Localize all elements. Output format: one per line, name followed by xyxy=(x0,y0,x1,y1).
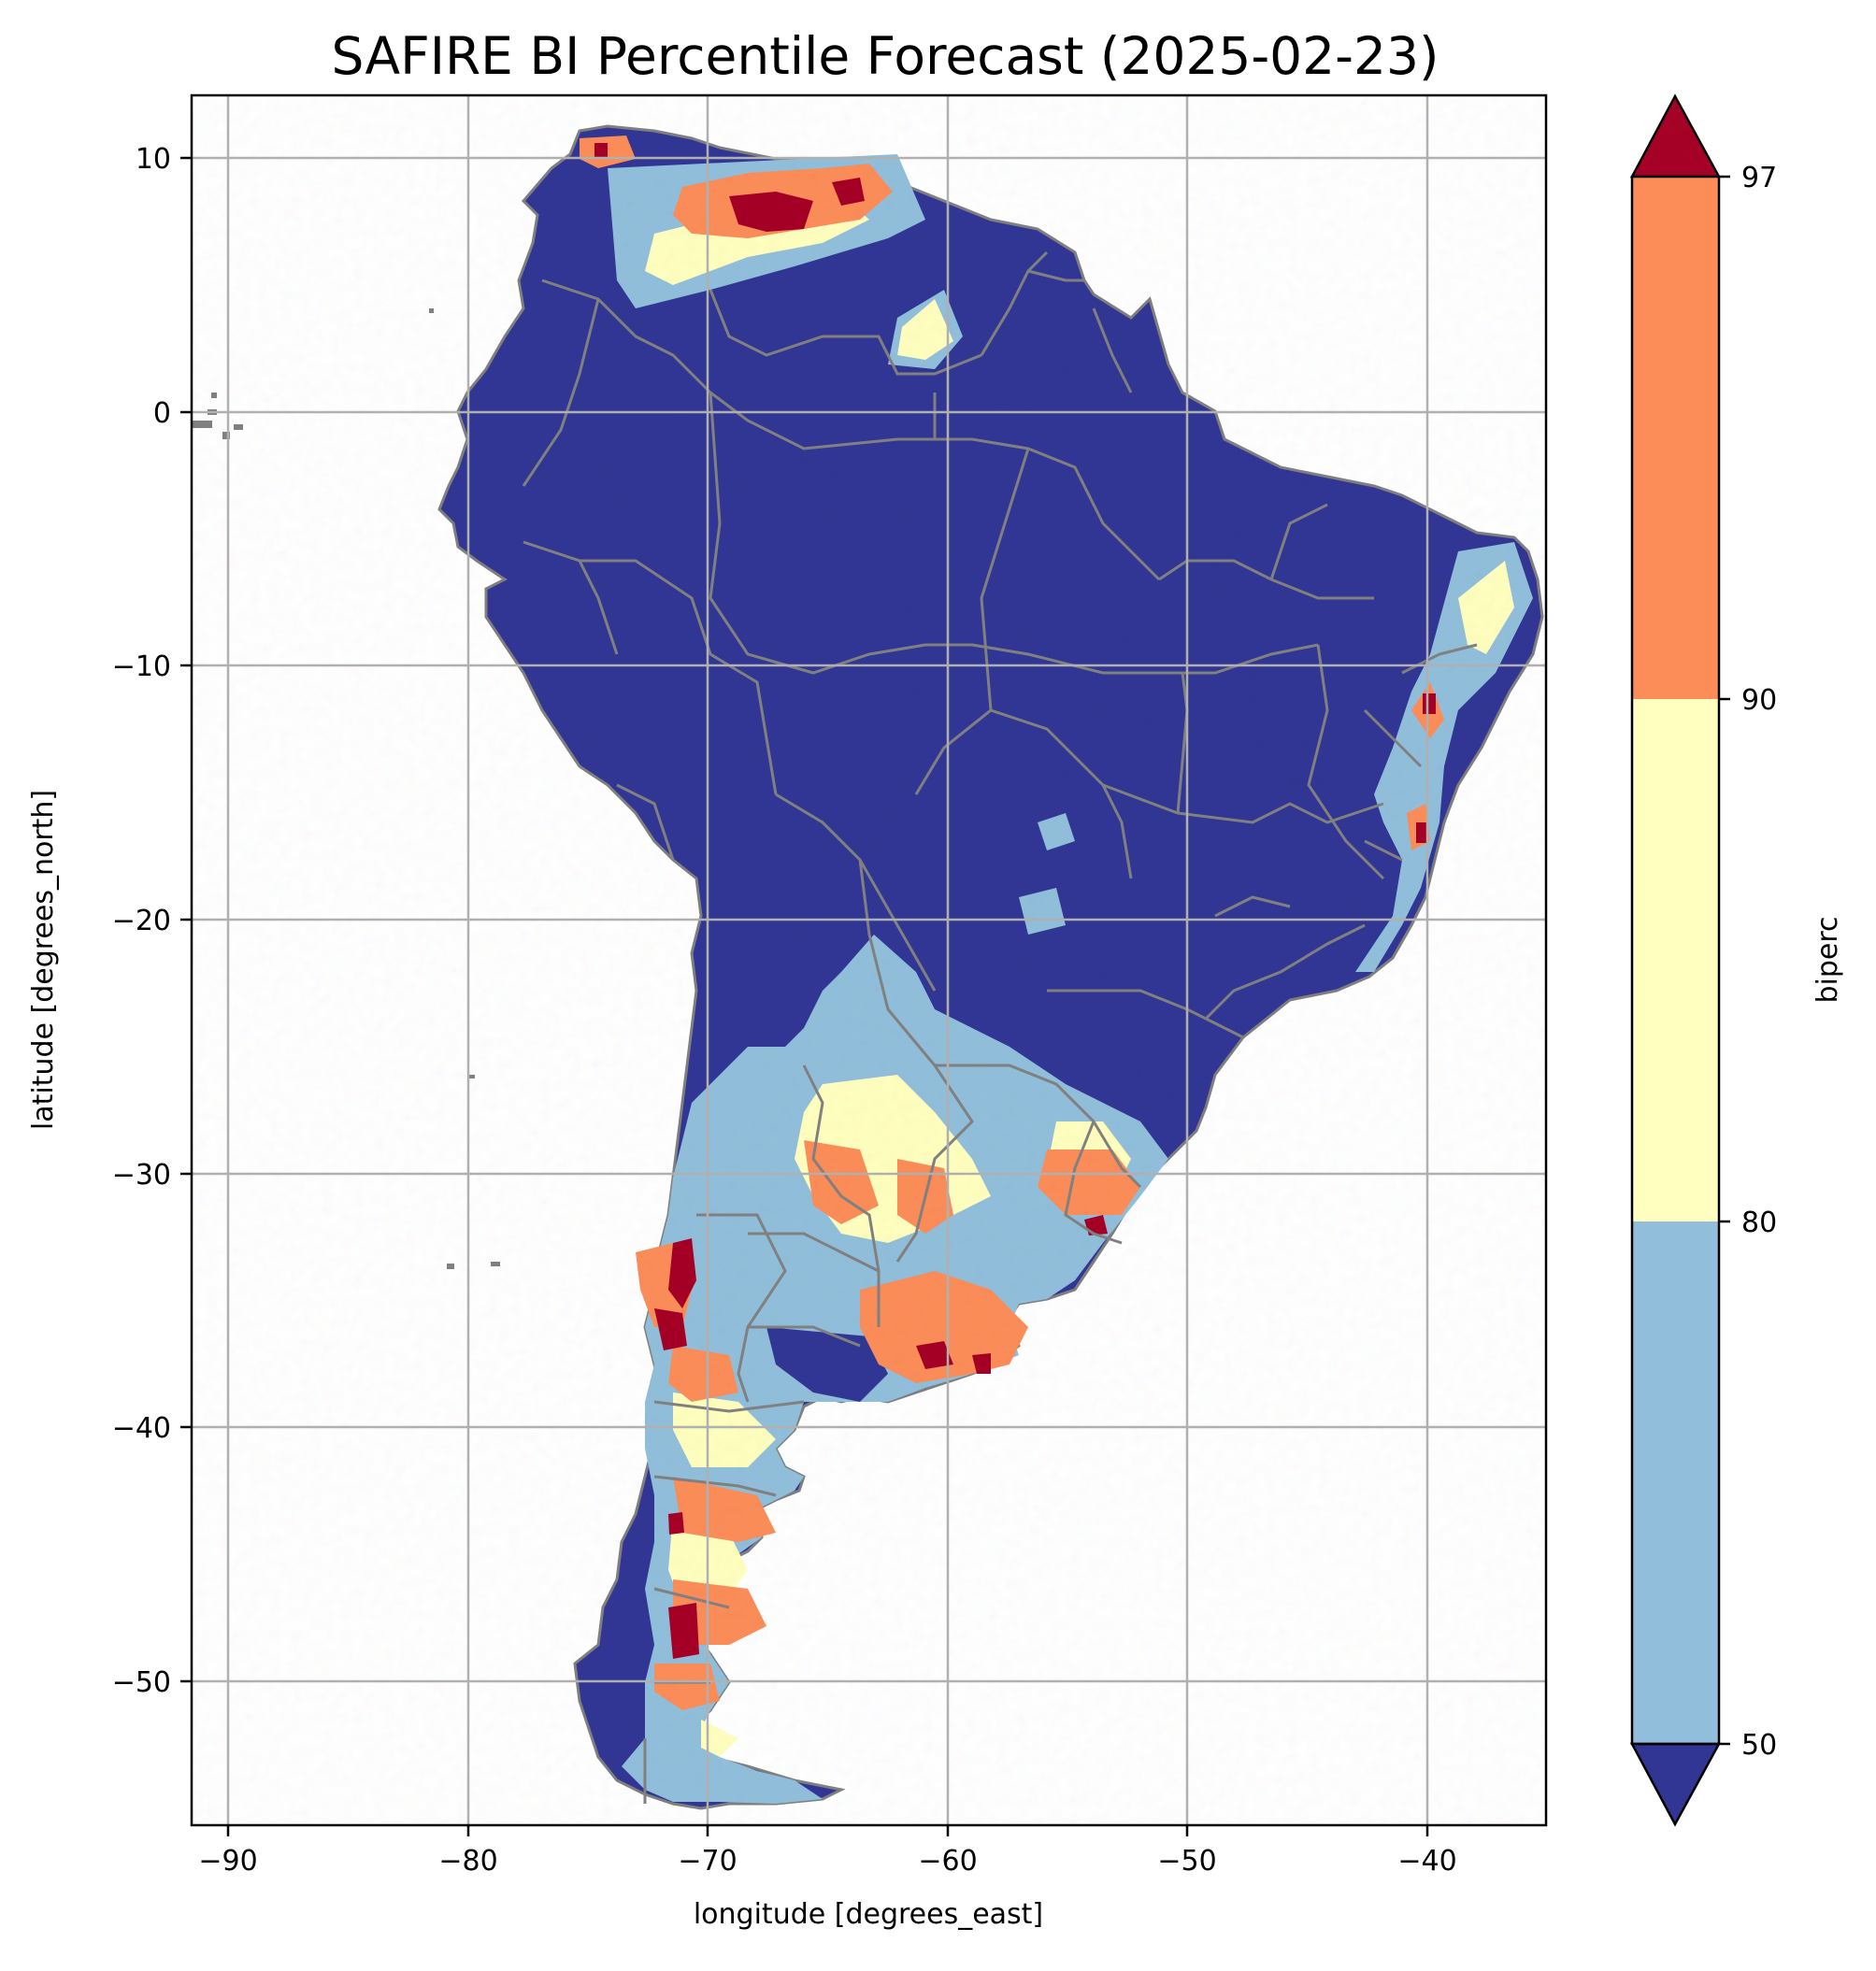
x-tick-label: −90 xyxy=(198,1845,257,1878)
colorbar-frame xyxy=(1630,175,1721,1746)
x-axis xyxy=(226,1825,1429,1836)
plot-frame xyxy=(190,93,1548,1827)
y-tick-label: −10 xyxy=(112,650,171,683)
x-tick-label: −70 xyxy=(678,1845,737,1878)
administrative-boundaries xyxy=(522,250,1478,1804)
colorbar-tick-label: 80 xyxy=(1741,1207,1777,1239)
y-tick-label: −20 xyxy=(112,905,171,937)
y-axis xyxy=(180,156,192,1683)
colorbar-extend-low xyxy=(1629,1742,1722,1827)
x-axis-label: longitude [degrees_east] xyxy=(694,1898,1043,1931)
y-tick-label: 10 xyxy=(136,143,171,176)
raster-texture xyxy=(192,95,1546,1825)
x-tick-label: −40 xyxy=(1397,1845,1456,1878)
x-tick-label: −50 xyxy=(1157,1845,1216,1878)
colorbar-tick-label: 50 xyxy=(1741,1729,1777,1762)
y-tick-label: 0 xyxy=(153,397,171,430)
gridlines xyxy=(192,95,1546,1825)
colorbar-extend-high xyxy=(1629,93,1722,179)
colorbar-band-90-97 xyxy=(1632,177,1719,699)
colorbar-label: biperc xyxy=(1812,916,1844,1003)
x-tick-label: −60 xyxy=(918,1845,977,1878)
map-plot-area xyxy=(192,95,1546,1825)
x-tick-label: −80 xyxy=(438,1845,497,1878)
chart-title: SAFIRE BI Percentile Forecast (2025-02-2… xyxy=(332,26,1439,86)
y-axis-label: latitude [degrees_north] xyxy=(27,790,60,1130)
colorbar: 97 90 80 50 biperc xyxy=(1629,93,1844,1827)
colorbar-band-50-80 xyxy=(1632,1221,1719,1744)
y-tick-label: −30 xyxy=(112,1159,171,1192)
y-tick-label: −50 xyxy=(112,1666,171,1699)
colorbar-tick-label: 97 xyxy=(1741,162,1777,194)
colorbar-tick-label: 90 xyxy=(1741,684,1777,717)
colorbar-band-80-90 xyxy=(1632,699,1719,1221)
y-tick-label: −40 xyxy=(112,1412,171,1445)
